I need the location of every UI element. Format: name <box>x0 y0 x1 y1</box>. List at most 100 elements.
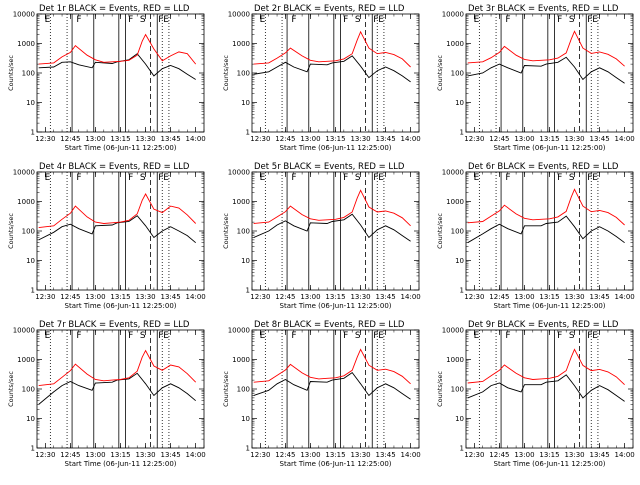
y-axis-label: Counts/sec <box>436 371 444 407</box>
panel-det-6: Det 6r BLACK = Events, RED = LLD 1 10 100 10… <box>436 162 635 310</box>
x-tick-label: 12:45 <box>489 293 509 301</box>
y-axis-label: Counts/sec <box>222 55 230 91</box>
panel-det-8: Det 8r BLACK = Events, RED = LLD 1 10 100 10… <box>222 320 421 468</box>
y-tick-label: 100 <box>22 228 35 236</box>
y-tick-label: 100 <box>237 70 250 78</box>
x-tick-label: 12:45 <box>275 293 295 301</box>
panel-det-3: Det 3r BLACK = Events, RED = LLD 1 10 100 10… <box>436 4 635 152</box>
x-tick-label: 13:45 <box>590 135 610 143</box>
y-axis-label: Counts/sec <box>7 213 15 249</box>
x-tick-label: 13:30 <box>350 451 370 459</box>
marker-label: F <box>158 173 163 183</box>
y-tick-label: 1 <box>460 129 464 137</box>
series-lld-line <box>253 30 411 68</box>
series-lld-line <box>38 349 197 387</box>
x-tick-label: 12:45 <box>60 135 80 143</box>
x-axis-label: Start Time (06-Jun-11 12:25:00) <box>494 144 606 152</box>
x-tick-label: 12:30 <box>250 293 270 301</box>
x-tick-label: 13:30 <box>350 293 370 301</box>
marker-label: S <box>569 173 575 183</box>
panel-title: Det 1r BLACK = Events, RED = LLD <box>39 4 190 14</box>
marker-label: F <box>76 173 81 183</box>
x-axis-label: Start Time (06-Jun-11 12:25:00) <box>494 460 606 468</box>
y-tick-label: 10000 <box>228 169 250 177</box>
series-events-line <box>38 215 196 244</box>
x-tick-label: 13:45 <box>590 451 610 459</box>
x-tick-label: 13:00 <box>514 451 534 459</box>
marker-label: F <box>128 331 133 341</box>
y-axis-label: Counts/sec <box>436 55 444 91</box>
y-tick-label: 1000 <box>446 40 464 48</box>
marker-label: F <box>343 173 348 183</box>
marker-label: E <box>378 173 384 183</box>
marker-label: E <box>474 15 480 25</box>
panel-title: Det 2r BLACK = Events, RED = LLD <box>254 4 405 14</box>
marker-label: F <box>76 331 81 341</box>
y-tick-label: 10000 <box>13 327 35 335</box>
x-tick-label: 13:15 <box>110 135 130 143</box>
x-tick-label: 13:00 <box>300 135 320 143</box>
x-axis-label: Start Time (06-Jun-11 12:25:00) <box>65 144 177 152</box>
y-tick-label: 1 <box>31 445 35 453</box>
y-tick-label: 10 <box>241 415 250 423</box>
marker-label: F <box>557 331 562 341</box>
panel-det-2: Det 2r BLACK = Events, RED = LLD 1 10 100 10… <box>222 4 421 152</box>
plot-frame <box>251 171 420 291</box>
y-tick-label: 1 <box>246 287 250 295</box>
series-events-line <box>38 53 196 80</box>
marker-label: F <box>291 173 296 183</box>
x-tick-label: 14:00 <box>401 293 421 301</box>
x-tick-label: 13:45 <box>161 451 181 459</box>
y-tick-label: 100 <box>451 228 464 236</box>
plot-frame <box>465 13 634 133</box>
x-tick-label: 12:30 <box>35 293 55 301</box>
x-tick-label: 14:00 <box>615 293 635 301</box>
panel-title: Det 6r BLACK = Events, RED = LLD <box>468 162 619 172</box>
x-tick-label: 13:30 <box>564 135 584 143</box>
x-tick-label: 14:00 <box>186 451 206 459</box>
panel-det-5: Det 5r BLACK = Events, RED = LLD 1 10 100 10… <box>222 162 421 310</box>
plot-frame <box>251 13 420 133</box>
marker-label: E <box>260 331 266 341</box>
y-tick-label: 10000 <box>442 327 464 335</box>
series-lld-line <box>467 30 625 67</box>
series-lld-line <box>38 193 197 229</box>
x-tick-label: 13:15 <box>325 451 345 459</box>
x-tick-label: 13:15 <box>110 451 130 459</box>
marker-label: E <box>45 331 51 341</box>
y-tick-label: 1000 <box>232 40 250 48</box>
x-tick-label: 13:30 <box>135 293 155 301</box>
x-tick-label: 13:00 <box>85 451 105 459</box>
x-tick-label: 12:30 <box>464 293 484 301</box>
marker-label: F <box>557 173 562 183</box>
y-tick-label: 1000 <box>17 356 35 364</box>
marker-label: F <box>343 331 348 341</box>
x-tick-label: 14:00 <box>186 135 206 143</box>
marker-label: E <box>474 173 480 183</box>
y-tick-label: 10000 <box>442 11 464 19</box>
x-tick-label: 13:15 <box>110 293 130 301</box>
plot-frame <box>251 329 420 449</box>
x-tick-label: 12:45 <box>275 451 295 459</box>
marker-label: F <box>373 15 378 25</box>
plot-frame <box>465 329 634 449</box>
marker-label: E <box>592 331 598 341</box>
marker-label: S <box>140 173 146 183</box>
marker-label: S <box>355 15 361 25</box>
series-events-line <box>253 371 411 400</box>
panel-title: Det 9r BLACK = Events, RED = LLD <box>468 320 619 330</box>
y-tick-label: 10000 <box>13 169 35 177</box>
x-tick-label: 13:45 <box>376 451 396 459</box>
marker-label: F <box>505 173 510 183</box>
x-tick-label: 12:30 <box>35 135 55 143</box>
x-tick-label: 13:15 <box>325 135 345 143</box>
y-tick-label: 10 <box>241 99 250 107</box>
x-tick-label: 13:30 <box>564 293 584 301</box>
x-tick-label: 13:45 <box>161 135 181 143</box>
x-tick-label: 13:30 <box>135 135 155 143</box>
y-axis-label: Counts/sec <box>436 213 444 249</box>
marker-label: S <box>569 15 575 25</box>
panel-det-4: Det 4r BLACK = Events, RED = LLD 1 10 100 10… <box>7 162 206 310</box>
x-tick-label: 13:15 <box>539 451 559 459</box>
